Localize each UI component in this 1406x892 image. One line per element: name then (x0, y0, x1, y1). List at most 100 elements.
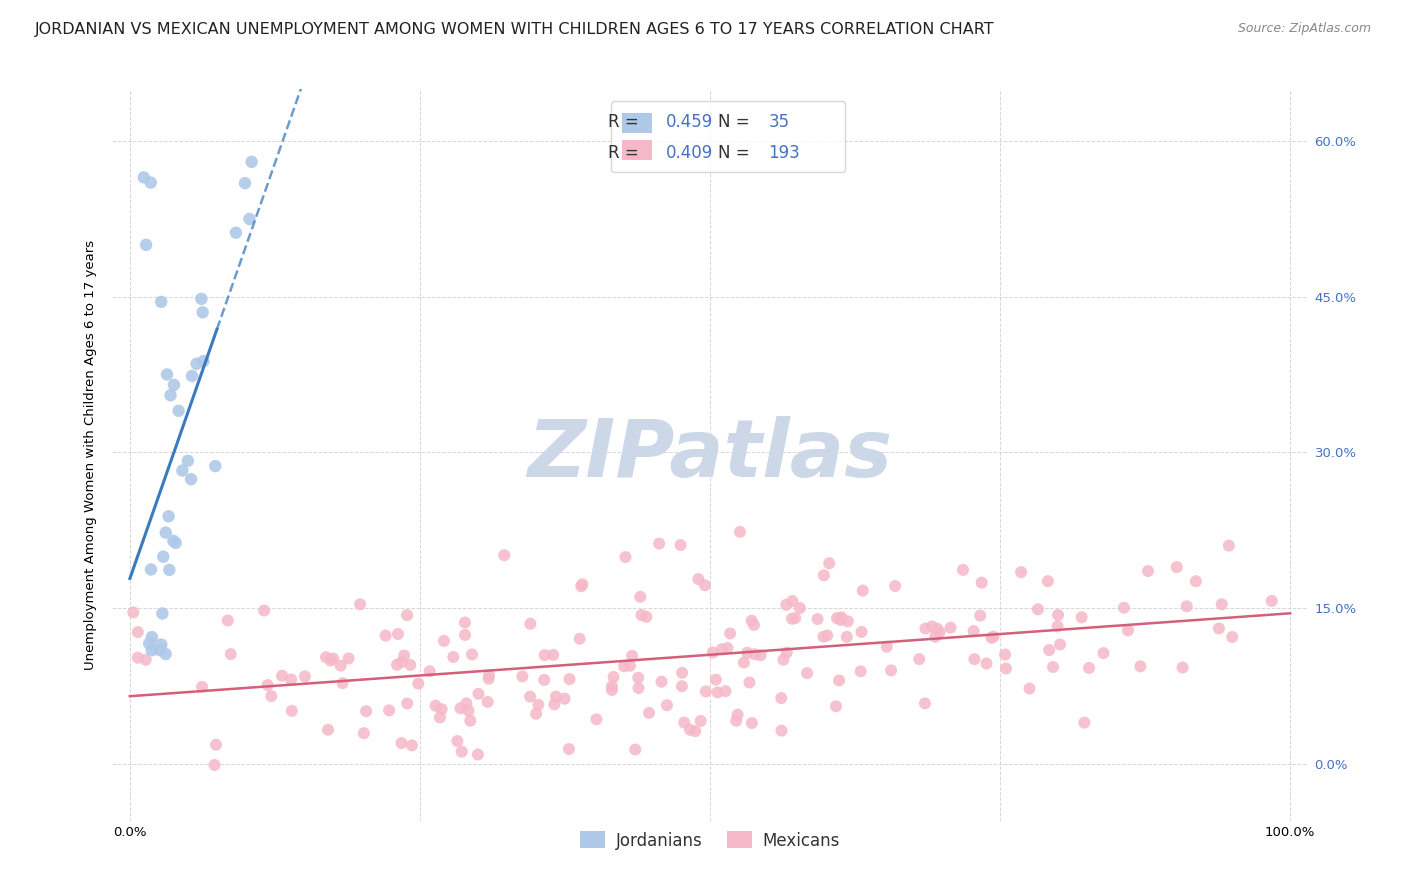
Point (600, 679, 623, 693)
Point (775, 598, 797, 612)
Point (332, 676, 354, 690)
Point (785, 611, 807, 625)
Point (648, 536, 671, 550)
Point (744, 647, 766, 661)
Point (240, 154, 263, 169)
Point (156, 368, 179, 382)
Point (735, 646, 758, 660)
Point (141, 643, 163, 657)
Point (613, 659, 636, 673)
Point (1185, 574, 1208, 589)
Point (454, 628, 477, 642)
Point (139, 562, 162, 576)
Point (353, 726, 375, 740)
Point (749, 648, 772, 663)
Point (741, 716, 763, 731)
Point (704, 673, 727, 687)
Point (454, 615, 477, 630)
Point (354, 704, 377, 718)
Text: ZIPatlas: ZIPatlas (527, 416, 893, 494)
Point (122, 606, 145, 620)
Point (544, 690, 567, 704)
Point (1208, 622, 1230, 636)
Point (256, 678, 278, 692)
Point (527, 698, 550, 712)
Point (880, 664, 903, 678)
Point (970, 575, 993, 590)
Point (600, 683, 623, 698)
Point (1036, 574, 1059, 589)
Point (689, 714, 711, 728)
Point (460, 714, 482, 728)
Text: 0.409: 0.409 (666, 144, 713, 161)
Point (789, 601, 811, 615)
Point (772, 653, 794, 667)
Point (741, 614, 763, 628)
Point (962, 624, 984, 638)
Legend: Jordanians, Mexicans: Jordanians, Mexicans (574, 825, 846, 856)
Point (425, 698, 447, 713)
Point (1038, 643, 1060, 657)
Point (315, 650, 337, 665)
Point (651, 674, 673, 689)
Point (770, 691, 793, 706)
Text: N =: N = (718, 144, 755, 161)
Point (669, 538, 692, 552)
Point (543, 698, 565, 712)
Point (294, 669, 316, 683)
Point (337, 651, 360, 665)
Point (673, 715, 696, 730)
Point (519, 616, 541, 631)
Point (928, 625, 950, 640)
Point (349, 597, 371, 611)
Point (392, 648, 415, 663)
Point (718, 626, 741, 640)
Point (815, 628, 838, 642)
Point (939, 621, 962, 635)
Point (710, 642, 733, 657)
Point (921, 619, 943, 633)
Point (163, 377, 186, 392)
Point (512, 669, 534, 683)
Y-axis label: Unemployment Among Women with Children Ages 6 to 17 years: Unemployment Among Women with Children A… (83, 240, 97, 670)
Point (733, 656, 755, 670)
Point (727, 707, 749, 722)
Point (457, 704, 479, 718)
Point (671, 679, 693, 693)
Point (162, 533, 184, 548)
Point (433, 634, 456, 648)
Point (396, 697, 419, 711)
Point (742, 618, 765, 632)
Point (519, 690, 541, 704)
Point (316, 723, 339, 737)
Point (1166, 560, 1188, 574)
Point (155, 525, 177, 540)
Point (770, 723, 793, 738)
Point (1070, 610, 1092, 624)
Point (1116, 624, 1139, 638)
Point (725, 714, 748, 728)
Point (374, 629, 396, 643)
Point (716, 640, 738, 655)
Point (150, 294, 173, 309)
Point (494, 548, 516, 562)
Point (813, 568, 835, 582)
Point (806, 612, 828, 626)
Point (441, 650, 464, 665)
Point (135, 653, 157, 667)
Point (191, 305, 214, 319)
Point (193, 354, 215, 368)
Point (963, 652, 986, 666)
Point (127, 650, 149, 665)
Point (399, 657, 422, 672)
Point (852, 583, 875, 598)
Point (1049, 638, 1071, 652)
Point (219, 647, 242, 661)
Point (825, 699, 848, 714)
Point (780, 612, 803, 626)
Point (378, 703, 401, 717)
Point (884, 579, 907, 593)
Point (430, 702, 453, 716)
Point (157, 509, 180, 524)
Point (624, 742, 647, 756)
